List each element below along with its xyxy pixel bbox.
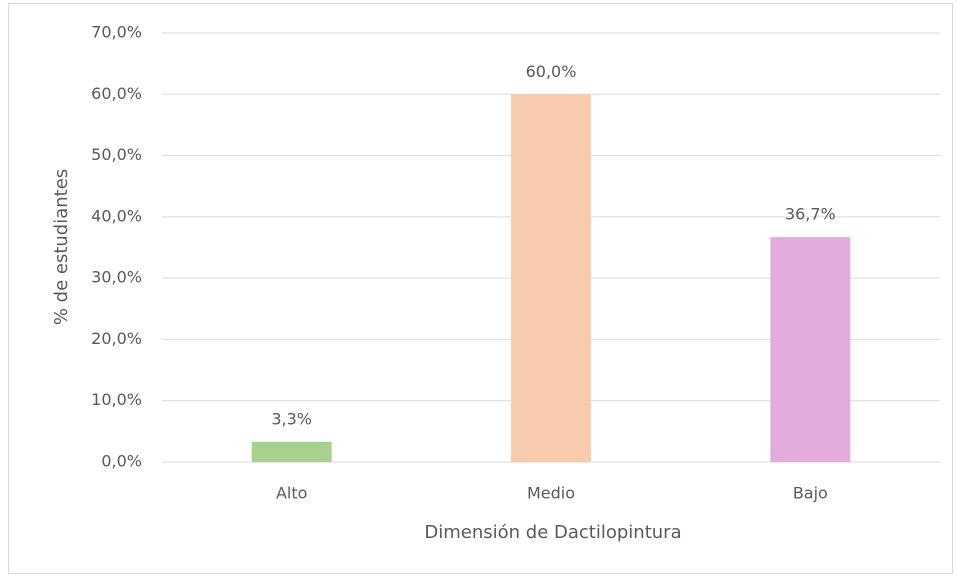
- bar: [251, 441, 332, 462]
- y-tick-label: 40,0%: [91, 206, 142, 225]
- y-tick-label: 70,0%: [91, 23, 142, 42]
- x-axis-label: Dimensión de Dactilopintura: [424, 522, 681, 543]
- y-tick-label: 20,0%: [91, 329, 142, 348]
- bar: [511, 94, 591, 463]
- y-tick-label: 10,0%: [91, 390, 142, 409]
- data-label: 60,0%: [526, 62, 577, 81]
- y-tick-label: 30,0%: [91, 268, 142, 287]
- y-tick-label: 50,0%: [91, 145, 142, 164]
- data-label: 36,7%: [785, 205, 836, 224]
- y-axis-label: % de estudiantes: [51, 169, 72, 325]
- x-tick-label: Medio: [527, 484, 575, 503]
- y-tick-label: 0,0%: [101, 452, 142, 471]
- y-tick-label: 60,0%: [91, 84, 142, 103]
- x-tick-label: Alto: [276, 484, 307, 503]
- data-label: 3,3%: [271, 409, 312, 428]
- bar: [770, 237, 851, 462]
- x-tick-label: Bajo: [793, 484, 828, 503]
